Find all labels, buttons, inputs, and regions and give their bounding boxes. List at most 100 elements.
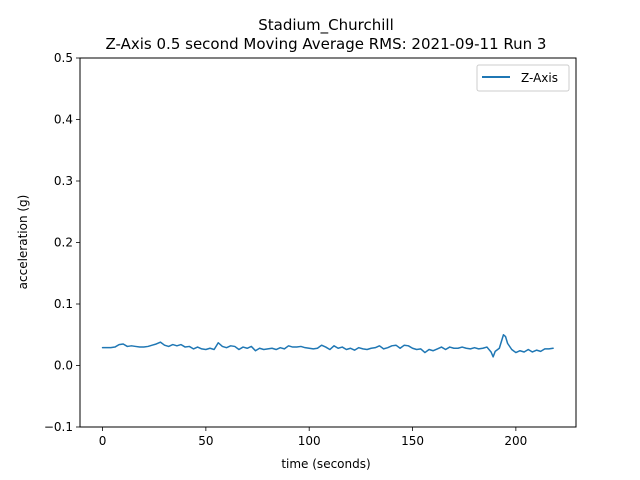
- data-point: [495, 351, 496, 352]
- data-point: [408, 345, 409, 346]
- data-point: [114, 346, 115, 347]
- data-point: [400, 348, 401, 349]
- x-tick-label: 150: [401, 434, 424, 448]
- data-point: [379, 345, 380, 346]
- data-point: [536, 350, 537, 351]
- data-point: [118, 344, 119, 345]
- y-tick-label: 0.5: [54, 51, 73, 65]
- data-point: [453, 348, 454, 349]
- data-point: [552, 348, 553, 349]
- data-point: [201, 348, 202, 349]
- x-tick-label: 200: [504, 434, 527, 448]
- data-point: [515, 352, 516, 353]
- data-point: [309, 348, 310, 349]
- data-point: [110, 347, 111, 348]
- data-point: [321, 345, 322, 346]
- data-point: [247, 348, 248, 349]
- data-point: [528, 349, 529, 350]
- y-tick-label: 0.3: [54, 174, 73, 188]
- data-point: [391, 345, 392, 346]
- data-point: [189, 346, 190, 347]
- data-point: [342, 346, 343, 347]
- data-point: [317, 348, 318, 349]
- data-point: [499, 348, 500, 349]
- data-point: [271, 348, 272, 349]
- data-point: [507, 343, 508, 344]
- data-point: [387, 347, 388, 348]
- data-point: [338, 348, 339, 349]
- data-point: [102, 347, 103, 348]
- data-point: [486, 346, 487, 347]
- data-point: [284, 348, 285, 349]
- data-point: [251, 346, 252, 347]
- data-point: [524, 351, 525, 352]
- data-point: [139, 346, 140, 347]
- data-point: [259, 348, 260, 349]
- data-point: [288, 345, 289, 346]
- data-point: [300, 346, 301, 347]
- data-point: [176, 345, 177, 346]
- y-tick-label: 0.2: [54, 236, 73, 250]
- data-point: [395, 345, 396, 346]
- data-point: [230, 345, 231, 346]
- data-point: [135, 346, 136, 347]
- data-point: [267, 348, 268, 349]
- data-point: [209, 348, 210, 349]
- data-point: [147, 346, 148, 347]
- x-tick-label: 100: [298, 434, 321, 448]
- y-tick-label: 0.0: [54, 359, 73, 373]
- data-point: [519, 350, 520, 351]
- data-point: [152, 345, 153, 346]
- data-point: [106, 347, 107, 348]
- data-point: [205, 349, 206, 350]
- data-point: [424, 352, 425, 353]
- data-point: [371, 348, 372, 349]
- data-point: [482, 348, 483, 349]
- data-point: [354, 350, 355, 351]
- data-point: [234, 346, 235, 347]
- data-point: [131, 345, 132, 346]
- data-point: [511, 349, 512, 350]
- data-point: [226, 347, 227, 348]
- data-point: [333, 345, 334, 346]
- data-point: [276, 349, 277, 350]
- data-point: [540, 351, 541, 352]
- data-point: [490, 351, 491, 352]
- data-point: [474, 347, 475, 348]
- data-point: [350, 348, 351, 349]
- data-point: [470, 348, 471, 349]
- x-tick-label: 0: [99, 434, 107, 448]
- data-point: [263, 349, 264, 350]
- data-point: [428, 349, 429, 350]
- data-point: [420, 348, 421, 349]
- data-point: [127, 346, 128, 347]
- data-point: [292, 346, 293, 347]
- data-point: [280, 347, 281, 348]
- data-point: [123, 343, 124, 344]
- data-point: [358, 347, 359, 348]
- series-layer: [101, 334, 554, 358]
- chart-subtitle: Z-Axis 0.5 second Moving Average RMS: 20…: [106, 35, 547, 53]
- data-point: [532, 351, 533, 352]
- data-point: [197, 346, 198, 347]
- data-point: [214, 349, 215, 350]
- data-point: [362, 348, 363, 349]
- data-point: [313, 348, 314, 349]
- data-point: [437, 348, 438, 349]
- data-point: [503, 334, 504, 335]
- data-point: [168, 346, 169, 347]
- y-tick-label: 0.1: [54, 297, 73, 311]
- y-tick-label: 0.4: [54, 113, 73, 127]
- data-point: [366, 349, 367, 350]
- data-point: [383, 348, 384, 349]
- data-point: [304, 347, 305, 348]
- data-point: [346, 349, 347, 350]
- data-point: [156, 343, 157, 344]
- data-point: [238, 349, 239, 350]
- chart-title: Stadium_Churchill: [258, 16, 393, 35]
- data-point: [375, 347, 376, 348]
- data-point: [466, 348, 467, 349]
- data-point: [433, 350, 434, 351]
- data-point: [222, 346, 223, 347]
